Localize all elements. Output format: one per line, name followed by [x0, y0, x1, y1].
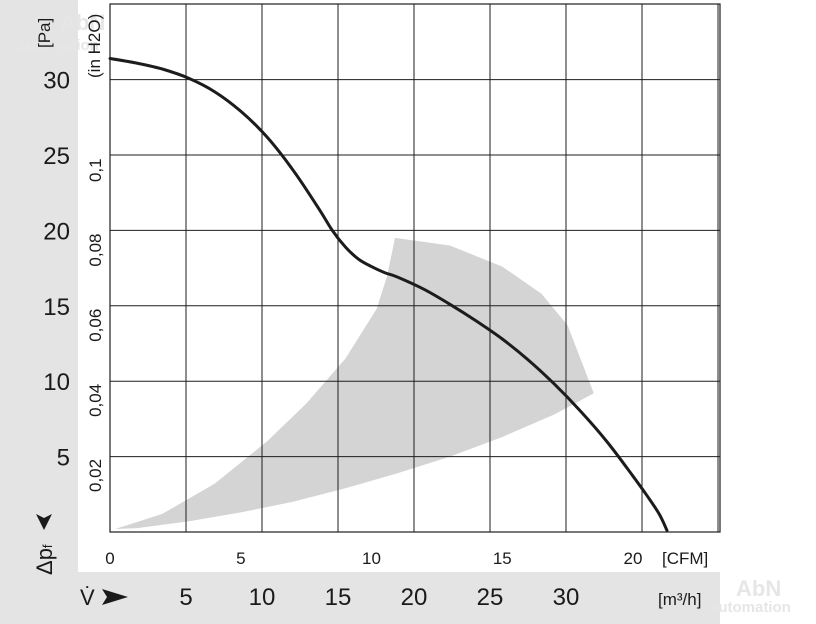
y-axis-arrow-icon — [36, 514, 52, 530]
x-axis-arrow-icon — [102, 589, 128, 605]
watermark-bottom-1: AbN — [736, 576, 781, 601]
watermark-top-2: automation — [18, 37, 99, 54]
y-axis-inh2o-unit: (in H2O) — [85, 14, 104, 78]
y-tick-inh2o: 0,1 — [86, 158, 105, 182]
x-axis-bottom-symbol: V̇ — [80, 585, 128, 610]
y-axis-pa-unit: [Pa] — [35, 18, 54, 48]
svg-text:Δpf: Δpf — [32, 544, 57, 575]
x-tick-cfm: 10 — [362, 549, 381, 568]
watermark-top-1: AbN — [60, 10, 105, 35]
x-tick-cfm: 5 — [236, 549, 245, 568]
y-tick-inh2o: 0,06 — [86, 309, 105, 342]
y-axis-symbol-main: Δp — [32, 548, 57, 575]
x-tick-m3h: 30 — [553, 584, 580, 611]
x-tick-cfm: 15 — [493, 549, 512, 568]
x-tick-m3h: 10 — [249, 584, 276, 611]
x-axis-bottom-symbol-text: V̇ — [80, 585, 95, 610]
x-axis-cfm-unit: [CFM] — [662, 549, 708, 568]
grid-layer — [109, 3, 721, 533]
operating-region — [115, 237, 594, 529]
y-tick-inh2o: 0,02 — [86, 459, 105, 492]
y-tick-inh2o: 0,04 — [86, 384, 105, 417]
x-axis-m3h-unit: [m³/h] — [658, 590, 701, 609]
curve-layer — [108, 57, 669, 532]
y-tick-pa: 20 — [43, 218, 70, 245]
y-tick-inh2o: 0,08 — [86, 234, 105, 267]
x-tick-m3h: 20 — [401, 584, 428, 611]
y-axis-symbol-sub: f — [40, 544, 55, 548]
y-tick-pa: 30 — [43, 68, 70, 95]
watermark-bottom-2: automation — [710, 599, 791, 616]
y-tick-pa: 10 — [43, 369, 70, 396]
x-tick-cfm: 20 — [624, 549, 643, 568]
y-tick-pa: 15 — [43, 294, 70, 321]
y-tick-pa: 5 — [57, 445, 70, 472]
plot-frame — [109, 3, 721, 533]
x-tick-m3h: 15 — [325, 584, 352, 611]
x-tick-cfm: 0 — [105, 549, 114, 568]
x-tick-m3h: 5 — [179, 584, 192, 611]
y-axis-symbol: Δpf — [32, 514, 57, 575]
performance-curve-0 — [108, 57, 669, 532]
y-tick-pa: 25 — [43, 143, 70, 170]
x-tick-m3h: 25 — [477, 584, 504, 611]
operating-region-layer — [115, 237, 594, 529]
